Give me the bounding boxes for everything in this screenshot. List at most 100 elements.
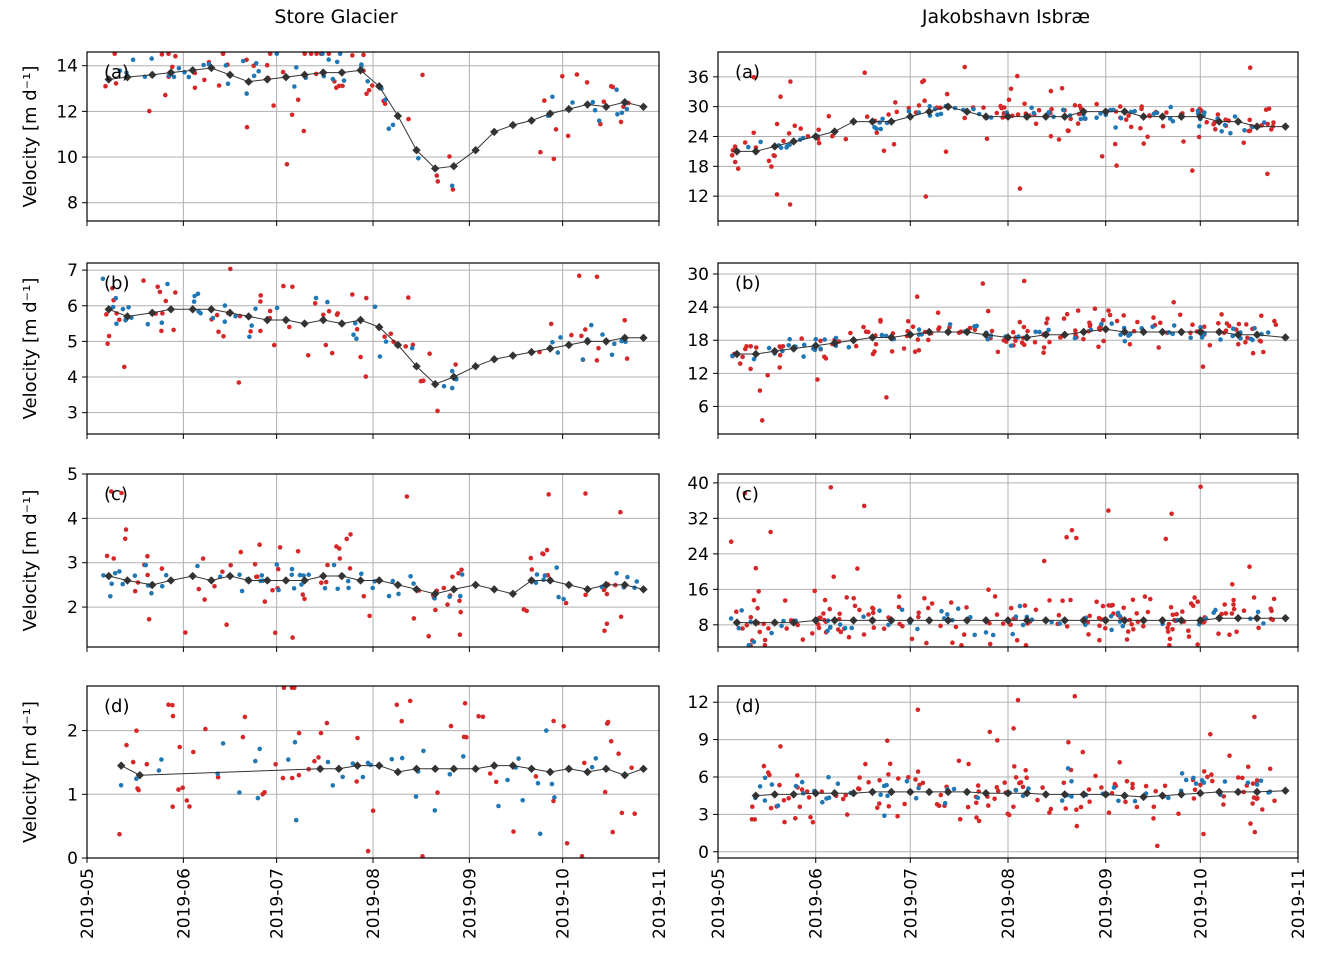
combined-marker [375,82,384,91]
data-point-blue [352,321,358,326]
data-point-red [1021,324,1027,330]
combined-marker [868,117,877,126]
data-point-red [1191,796,1197,801]
data-point-red [224,622,229,627]
data-point-red [302,596,307,602]
data-point-red [275,566,281,572]
data-point-blue [861,614,866,619]
data-point-red [1155,843,1160,849]
data-point-red [141,278,146,283]
data-point-blue [882,813,887,818]
data-point-blue [299,582,304,587]
y-tick-label: 12 [687,693,709,713]
data-point-blue [292,739,298,745]
combined-marker [849,616,858,625]
data-point-red [914,294,920,300]
data-point-blue [748,619,753,625]
data-point-red [853,343,859,349]
combined-marker [639,333,648,343]
data-point-blue [274,562,280,567]
data-point-red [1236,341,1241,347]
data-point-red [767,772,772,778]
data-point-blue [126,305,131,310]
data-point-red [1227,753,1232,758]
data-point-red [1251,595,1257,600]
data-point-red [337,546,342,551]
y-tick-label: 4 [67,368,78,388]
data-point-red [885,738,890,743]
data-point-red [551,798,556,804]
data-point-red [896,594,902,599]
data-point-blue [100,276,106,282]
data-point-red [464,734,469,740]
combined-marker [207,576,216,585]
data-point-red [784,626,789,631]
data-point-blue [159,583,165,589]
data-point-red [781,798,787,803]
data-point-blue [596,118,602,123]
combined-marker [1120,107,1129,116]
data-point-red [812,588,817,594]
data-point-red [1219,611,1224,617]
data-point-blue [195,563,200,569]
data-point-red [742,140,748,145]
data-point-red [846,634,852,640]
data-point-red [1195,642,1200,647]
combined-marker [430,379,440,389]
data-point-red [202,77,207,83]
combined-marker [353,761,362,770]
combined-marker [244,77,253,86]
data-point-red [163,298,169,304]
data-point-blue [496,803,501,809]
data-point-red [1047,810,1052,815]
data-point-red [551,156,557,162]
combined-marker [1041,112,1051,121]
data-point-blue [1167,116,1173,121]
data-point-red [826,113,832,119]
data-point-red [622,318,627,323]
data-point-red [456,571,461,576]
data-point-blue [350,761,356,766]
data-point-blue [1183,777,1189,783]
data-point-red [857,786,862,792]
data-point-red [1153,788,1158,794]
data-point-blue [253,61,259,66]
data-point-red [173,53,178,59]
data-point-blue [1230,333,1235,339]
data-point-blue [634,579,640,584]
combined-marker [1101,324,1110,334]
data-point-red [117,831,122,837]
data-point-red [214,312,220,318]
data-point-blue [1179,771,1185,776]
data-point-red [1231,602,1236,607]
data-point-red [1061,316,1067,321]
combined-marker [244,576,253,585]
data-point-blue [505,777,510,783]
data-point-red [916,614,921,620]
panel-label: (a) [735,62,760,83]
data-point-red [974,815,979,820]
data-point-red [944,91,950,97]
data-point-blue [550,94,555,100]
data-point-blue [612,341,617,347]
y-axis-label: Velocity [m d⁻¹] [20,66,41,208]
data-point-blue [251,73,257,79]
data-point-blue [459,572,465,577]
data-point-red [180,785,185,790]
combined-marker [393,767,403,777]
data-point-red [350,53,355,58]
combined-marker [225,70,235,80]
data-point-blue [826,774,831,780]
data-point-red [1227,632,1232,637]
data-point-red [916,610,921,615]
data-point-red [938,792,944,798]
combined-marker [1158,112,1167,121]
data-point-red [874,130,880,135]
data-point-red [1099,154,1105,159]
combined-marker [375,576,384,585]
data-point-red [913,777,918,782]
y-tick-label: 0 [698,843,709,863]
data-point-red [411,616,417,621]
data-point-red [147,108,152,114]
data-point-red [117,317,122,323]
